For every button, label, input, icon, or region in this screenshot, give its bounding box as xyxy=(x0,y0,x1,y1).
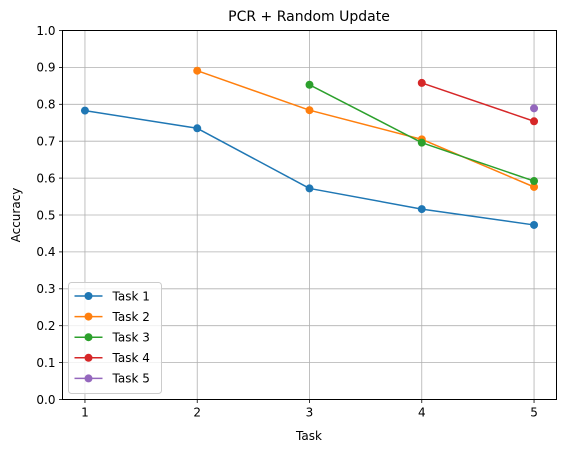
x-tick-label: 2 xyxy=(193,406,201,420)
y-tick-label: 0.8 xyxy=(36,98,55,112)
x-tick-label: 4 xyxy=(418,406,426,420)
series-4 xyxy=(417,78,539,126)
y-axis-label: Accuracy xyxy=(9,188,23,243)
y-tick-label: 0.4 xyxy=(36,245,55,259)
x-tick-label: 1 xyxy=(81,406,89,420)
y-tick-label: 0.5 xyxy=(36,208,55,222)
legend-marker xyxy=(84,312,93,321)
legend-marker xyxy=(84,374,93,383)
data-point xyxy=(530,177,539,186)
data-point xyxy=(305,184,314,193)
series-line xyxy=(420,81,535,123)
legend-item: Task 3 xyxy=(74,331,150,345)
legend-label: Task 3 xyxy=(112,331,150,345)
data-point xyxy=(530,104,539,113)
y-tick-label: 0.6 xyxy=(36,171,55,185)
data-point xyxy=(193,66,202,75)
axis-ticks: 1 2 3 4 5 0.0 0.1 0.2 0.3 0.4 0.5 0.6 0.7 0.8 0.9 1.0 xyxy=(36,24,537,420)
data-point xyxy=(193,124,202,133)
legend-label: Task 1 xyxy=(112,289,150,303)
data-point xyxy=(530,182,539,191)
legend-marker xyxy=(84,353,93,362)
y-tick-label: 0.2 xyxy=(36,319,55,333)
data-point xyxy=(305,80,314,89)
data-point xyxy=(417,138,426,147)
chart-title: PCR + Random Update xyxy=(228,9,390,25)
y-tick-label: 0.3 xyxy=(36,282,55,296)
data-point xyxy=(417,205,426,214)
data-point xyxy=(530,117,539,126)
data-point xyxy=(417,78,426,87)
legend-marker xyxy=(84,333,93,342)
data-series xyxy=(80,66,539,229)
legend-label: Task 2 xyxy=(112,310,150,324)
x-tick-label: 5 xyxy=(530,406,538,420)
y-tick-label: 0.9 xyxy=(36,61,55,75)
y-tick-label: 0.0 xyxy=(36,393,55,407)
data-point xyxy=(530,220,539,229)
x-tick-label: 3 xyxy=(306,406,314,420)
series-1 xyxy=(80,106,539,229)
legend-label: Task 5 xyxy=(112,372,150,386)
data-point xyxy=(305,106,314,115)
legend-marker xyxy=(84,292,93,300)
y-tick-label: 1.0 xyxy=(36,24,55,38)
legend-item: Task 5 xyxy=(74,372,150,386)
series-5 xyxy=(530,104,539,113)
y-tick-label: 0.1 xyxy=(36,356,55,370)
x-axis-label: Task xyxy=(295,429,322,443)
legend-box xyxy=(68,282,162,394)
series-3 xyxy=(305,80,539,186)
legend-item: Task 2 xyxy=(74,310,150,324)
legend-item: Task 4 xyxy=(74,351,150,365)
legend: Task 1 Task 2 Task 3 Task 4 Task 5 xyxy=(68,282,162,394)
legend-label: Task 4 xyxy=(112,351,150,365)
legend-item: Task 1 xyxy=(74,289,150,303)
series-line xyxy=(196,69,536,188)
data-point xyxy=(80,106,89,115)
y-tick-label: 0.7 xyxy=(36,135,55,149)
